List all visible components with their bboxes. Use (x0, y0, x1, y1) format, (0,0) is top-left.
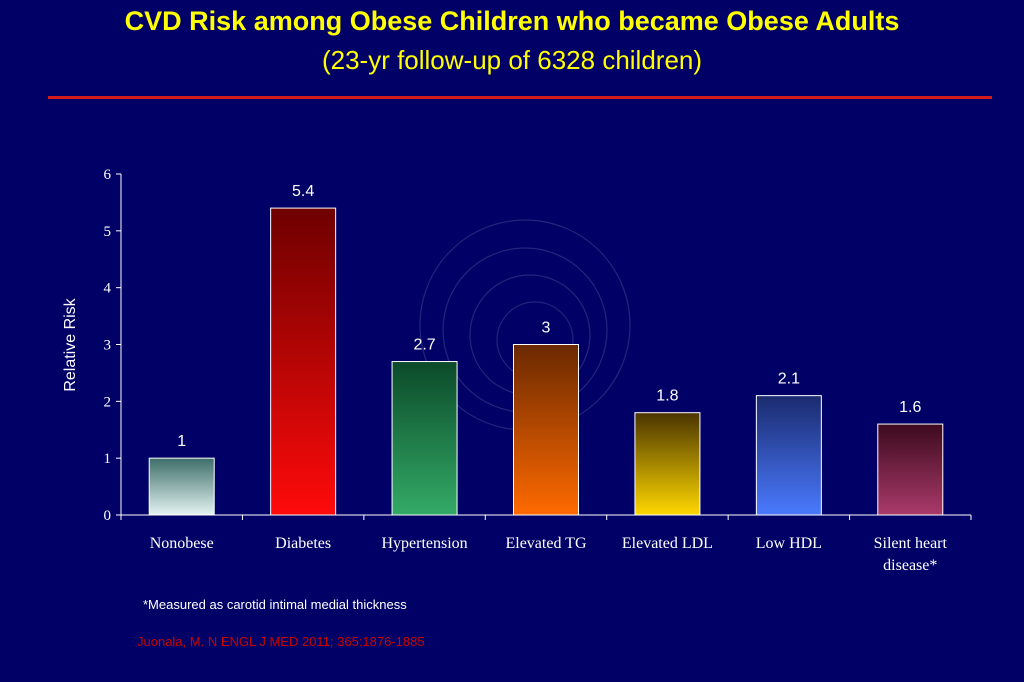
category-label: disease* (883, 557, 937, 574)
category-label: Elevated LDL (622, 535, 713, 552)
y-tick-label: 4 (104, 281, 112, 297)
bar-elevated-tg (513, 344, 579, 516)
category-label: Hypertension (381, 535, 467, 552)
data-label: 2.7 (413, 337, 435, 354)
category-label: Silent heart (874, 535, 948, 552)
category-label: Low HDL (756, 535, 822, 552)
citation: Juonala, M. N ENGL J MED 2011; 365:1876-… (137, 634, 425, 649)
data-label: 1.6 (899, 399, 921, 416)
bar-elevated-ldl (634, 412, 701, 516)
category-label: Diabetes (275, 535, 331, 552)
y-axis-title: Relative Risk (62, 297, 79, 391)
footnote: *Measured as carotid intimal medial thic… (143, 597, 407, 612)
chart-bars (148, 207, 944, 516)
data-label: 1 (177, 433, 186, 450)
data-label: 1.8 (656, 388, 678, 405)
y-tick-label: 3 (104, 338, 112, 354)
y-tick-label: 1 (104, 451, 112, 467)
data-label: 3 (542, 320, 551, 337)
y-tick-label: 6 (104, 167, 112, 183)
slide-title: CVD Risk among Obese Children who became… (124, 6, 900, 36)
y-tick-label: 2 (104, 394, 112, 410)
slide-subtitle: (23-yr follow-up of 6328 children) (321, 45, 703, 75)
y-tick-label: 0 (104, 508, 112, 524)
category-label: Nonobese (150, 535, 214, 552)
bar-low-hdl (755, 395, 822, 516)
bar-nonobese (148, 457, 215, 516)
title-divider (48, 96, 992, 99)
y-tick-label: 5 (104, 224, 112, 240)
bar-silent-heart-disease (877, 423, 944, 516)
data-label: 2.1 (778, 371, 800, 388)
data-label: 5.4 (292, 183, 314, 200)
chart-labels: 1 Nonobese 5.4 Diabetes 2.7 Hypertension 3 Elev… (150, 183, 948, 574)
bar-diabetes (270, 207, 337, 516)
category-label: Elevated TG (505, 535, 586, 552)
bar-hypertension (391, 361, 458, 516)
